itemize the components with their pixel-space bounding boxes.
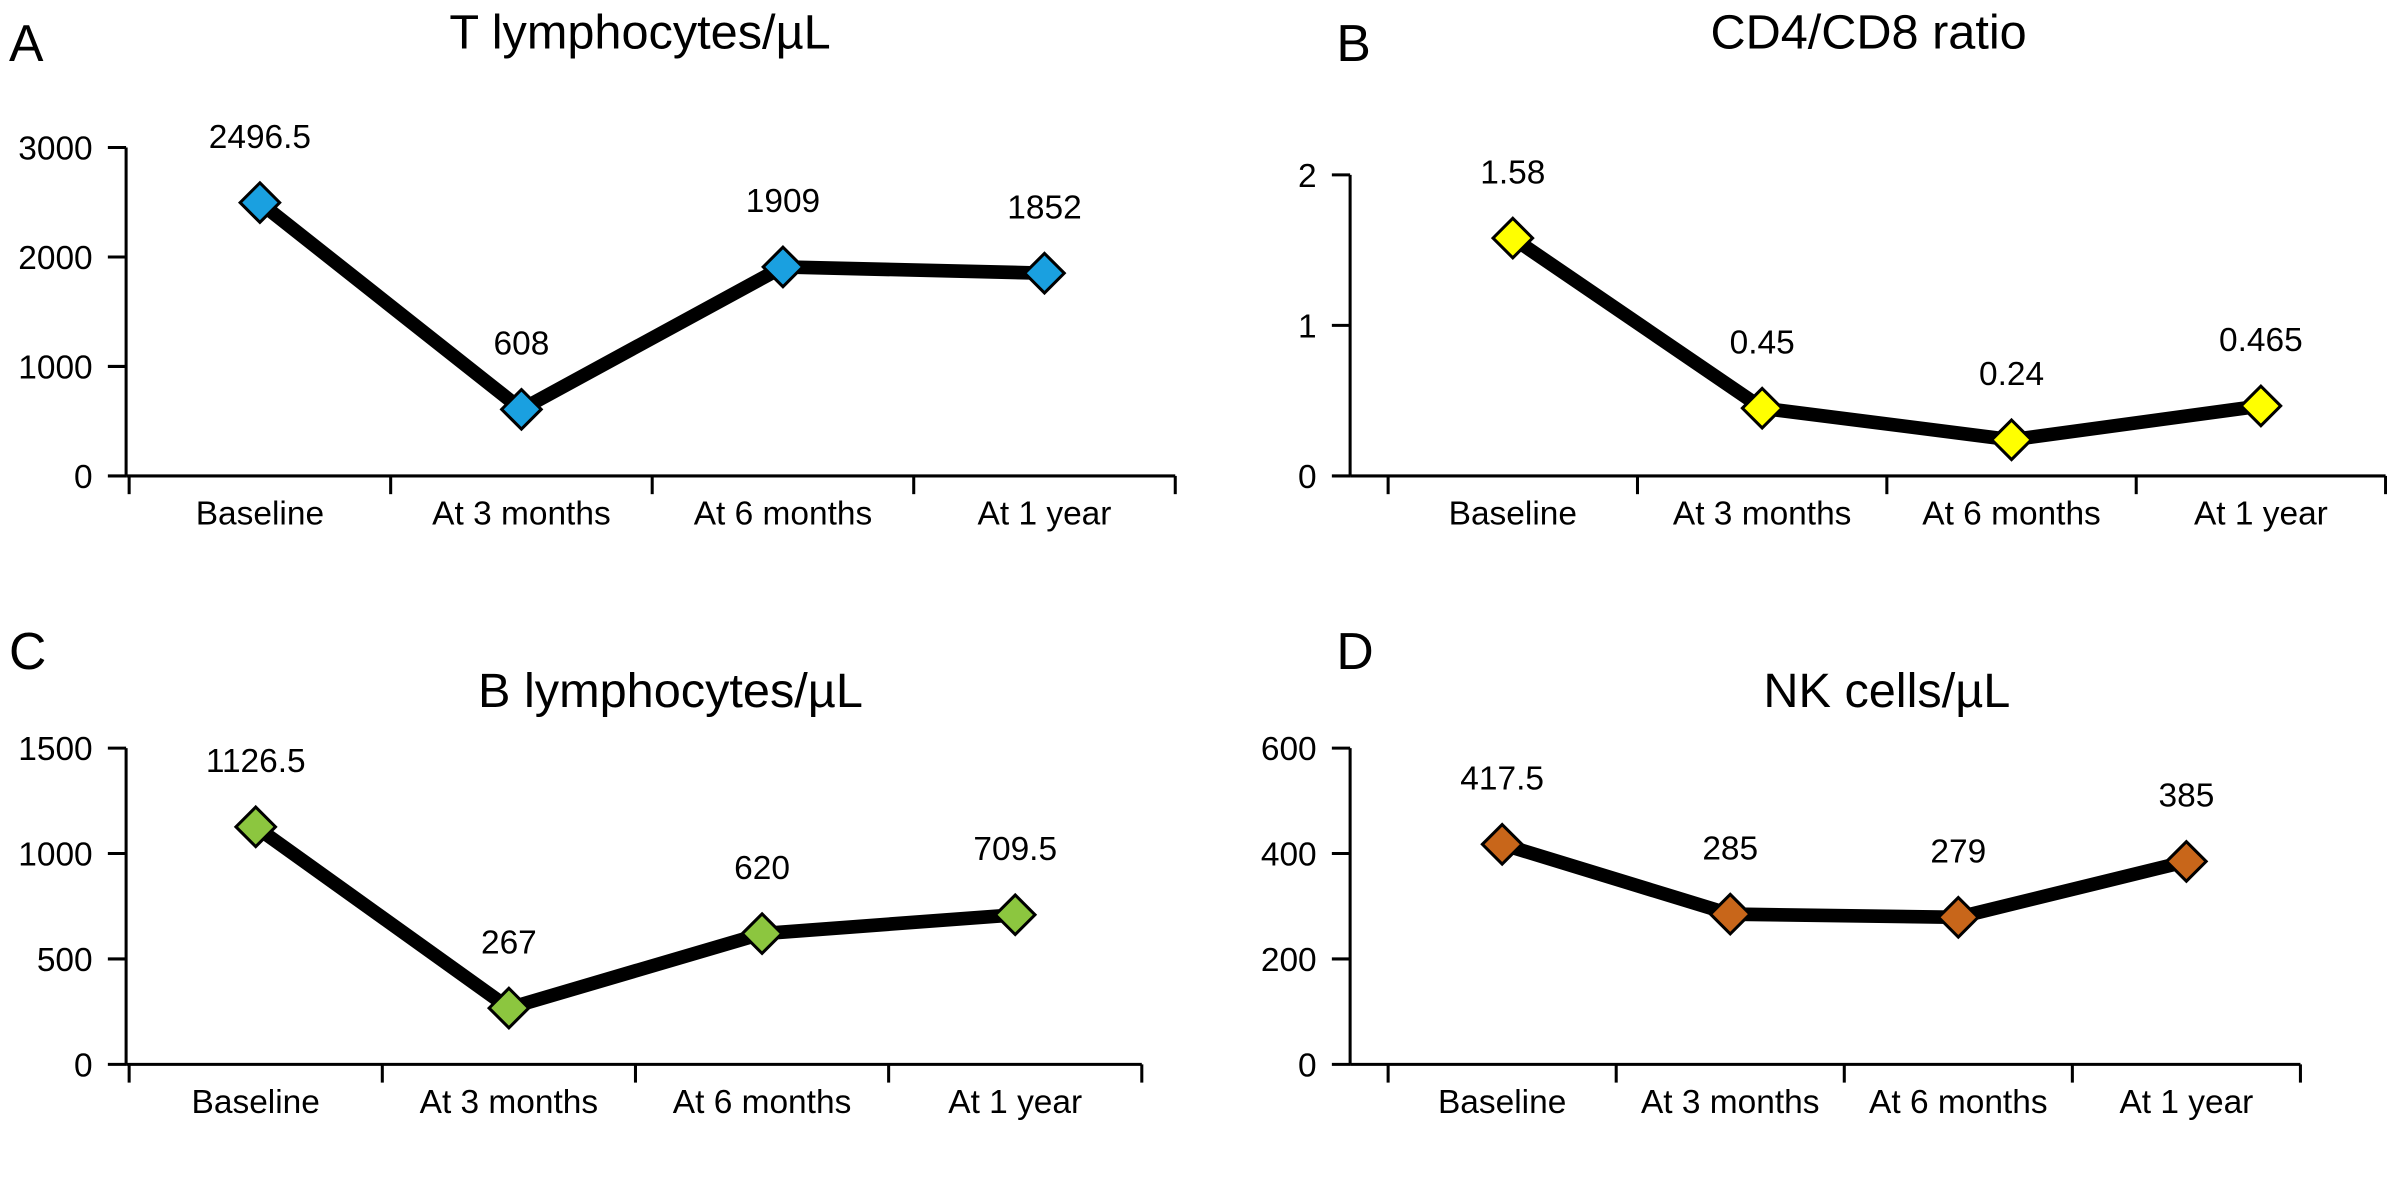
x-tick-label: Baseline — [1437, 1082, 1567, 1121]
x-label-box: At 3 months — [419, 1082, 599, 1121]
x-tick-label: At 3 months — [432, 494, 611, 533]
x-label-box: At 6 months — [672, 1082, 852, 1121]
value-label: 1.58 — [1480, 154, 1545, 191]
x-label-box: At 1 year — [2193, 494, 2328, 533]
value-label: 417.5 — [1460, 761, 1544, 798]
x-tick-label: At 3 months — [1640, 1082, 1820, 1121]
marker — [761, 245, 805, 289]
x-label-box: At 6 months — [1869, 1082, 2048, 1121]
marker — [1989, 417, 2034, 462]
x-tick-label: At 1 year — [2193, 494, 2328, 533]
x-label-box: At 1 year — [2119, 1082, 2254, 1121]
x-tick-label: Baseline — [191, 1082, 320, 1121]
marker — [1740, 386, 1785, 431]
y-tick-label: 0 — [1298, 459, 1317, 496]
chart-title: B lymphocytes/µL — [478, 664, 863, 718]
value-label: 0.45 — [1730, 324, 1795, 361]
marker — [740, 911, 784, 956]
x-label-box: At 1 year — [977, 494, 1112, 533]
data-line — [1508, 232, 2262, 447]
x-label-box: At 6 months — [1922, 494, 2101, 533]
marker — [1936, 895, 1981, 940]
value-label: 608 — [494, 326, 550, 363]
x-tick-label: At 1 year — [948, 1082, 1083, 1121]
value-label: 709.5 — [973, 831, 1057, 868]
y-tick-label: 200 — [1261, 942, 1317, 979]
x-label-box: Baseline — [1437, 1082, 1567, 1121]
panel-letter: A — [9, 14, 44, 72]
x-label-box: Baseline — [195, 494, 325, 533]
x-tick-label: At 6 months — [693, 494, 873, 533]
panel-letter: D — [1336, 622, 1373, 680]
x-tick-label: At 3 months — [419, 1082, 599, 1121]
y-tick-label: 2 — [1298, 158, 1317, 195]
value-label: 0.465 — [2219, 322, 2303, 359]
value-label: 0.24 — [1979, 356, 2044, 393]
marker — [486, 986, 531, 1030]
y-tick-label: 400 — [1261, 837, 1317, 874]
marker — [2164, 839, 2209, 884]
value-label: 620 — [734, 850, 790, 887]
x-label-box: Baseline — [1448, 494, 1577, 533]
x-tick-label: Baseline — [195, 494, 325, 533]
y-tick-label: 1000 — [18, 837, 92, 874]
data-line — [251, 821, 1016, 1015]
x-label-box: At 3 months — [1640, 1082, 1820, 1121]
value-label: 2496.5 — [209, 119, 311, 156]
data-line — [1500, 837, 2189, 925]
data-line — [255, 197, 1045, 417]
x-label-box: At 3 months — [1672, 494, 1852, 533]
value-label: 279 — [1930, 834, 1986, 871]
x-tick-label: At 1 year — [977, 494, 1112, 533]
x-tick-label: At 6 months — [1869, 1082, 2048, 1121]
panel-letter: B — [1336, 14, 1370, 72]
panel-letter: C — [9, 622, 46, 680]
y-tick-label: 600 — [1261, 731, 1317, 768]
y-tick-label: 1000 — [18, 350, 92, 387]
value-label: 1852 — [1007, 189, 1081, 226]
chart-title: NK cells/µL — [1763, 664, 2010, 718]
value-label: 1909 — [746, 183, 820, 220]
marker — [1480, 822, 1525, 867]
marker — [1490, 216, 1535, 260]
x-label-box: Baseline — [191, 1082, 320, 1121]
y-tick-label: 1500 — [18, 731, 92, 768]
y-tick-label: 3000 — [18, 131, 92, 168]
x-label-box: At 3 months — [432, 494, 611, 533]
x-label-box: At 6 months — [693, 494, 873, 533]
value-label: 285 — [1702, 830, 1758, 867]
y-tick-label: 500 — [37, 942, 93, 979]
marker — [1708, 892, 1753, 937]
chart-title: CD4/CD8 ratio — [1710, 6, 2026, 60]
marker — [499, 387, 544, 432]
marker — [993, 892, 1038, 937]
marker — [233, 804, 278, 849]
x-tick-label: At 3 months — [1672, 494, 1852, 533]
x-label-box: At 1 year — [948, 1082, 1083, 1121]
x-tick-label: At 6 months — [672, 1082, 852, 1121]
value-label: 267 — [481, 924, 537, 961]
marker — [2238, 384, 2283, 428]
marker — [237, 180, 282, 225]
x-tick-label: Baseline — [1448, 494, 1577, 533]
y-tick-label: 2000 — [18, 240, 92, 277]
value-label: 385 — [2158, 778, 2214, 815]
value-label: 1126.5 — [206, 743, 306, 780]
y-tick-label: 0 — [74, 1048, 93, 1085]
chart-title: T lymphocytes/µL — [449, 6, 830, 60]
x-tick-label: At 6 months — [1922, 494, 2101, 533]
x-tick-label: At 1 year — [2119, 1082, 2254, 1121]
y-tick-label: 1 — [1298, 309, 1317, 346]
marker — [1022, 251, 1067, 296]
y-tick-label: 0 — [1298, 1048, 1317, 1085]
y-tick-label: 0 — [74, 459, 93, 496]
